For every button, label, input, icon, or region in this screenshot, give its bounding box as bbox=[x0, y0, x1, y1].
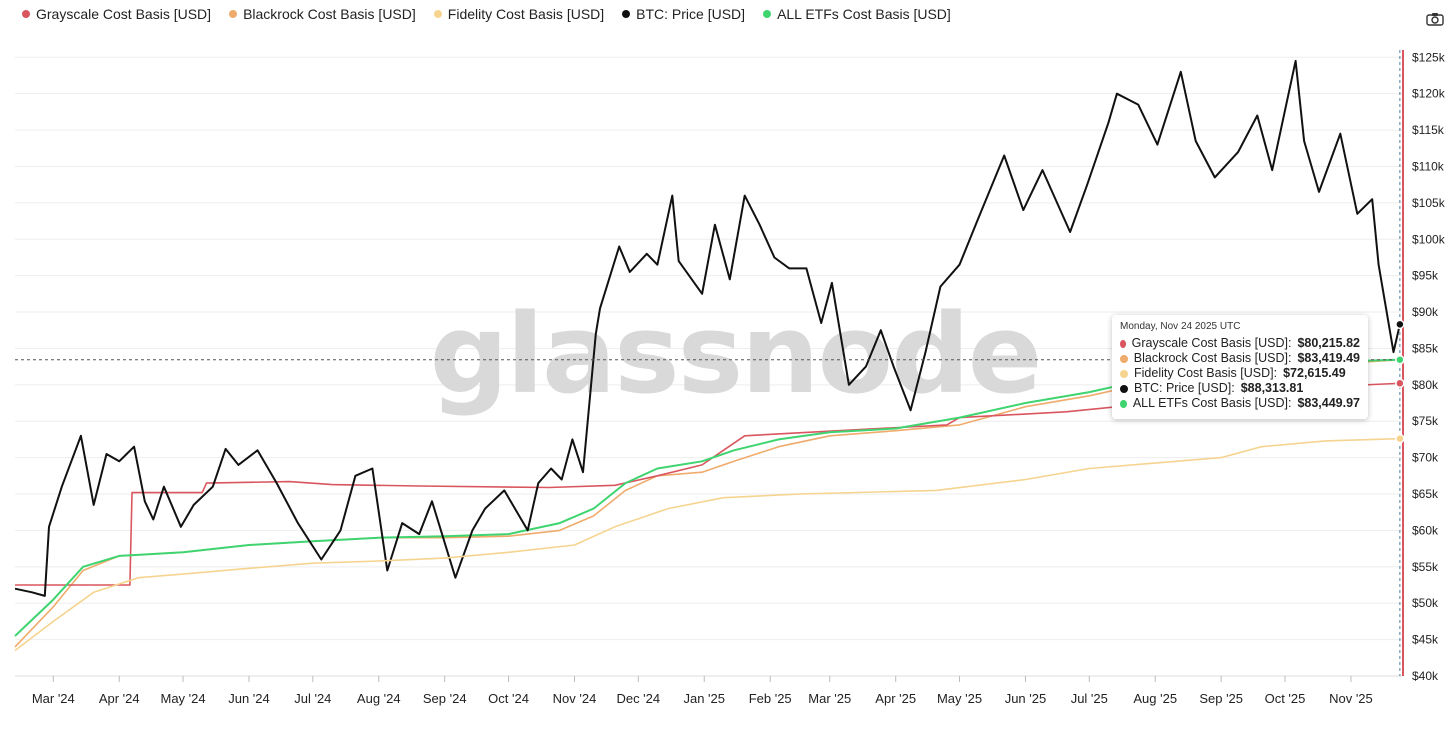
y-tick-label: $70k bbox=[1412, 451, 1439, 465]
y-tick-label: $100k bbox=[1412, 232, 1446, 246]
tooltip-dot bbox=[1120, 399, 1127, 408]
series-line-1 bbox=[15, 382, 1400, 586]
tooltip-value: $83,419.49 bbox=[1297, 351, 1360, 365]
y-tick-label: $75k bbox=[1412, 414, 1439, 428]
x-tick-label: Apr '24 bbox=[99, 691, 140, 706]
hover-tooltip: Monday, Nov 24 2025 UTC Grayscale Cost B… bbox=[1112, 315, 1368, 419]
x-tick-label: Sep '25 bbox=[1199, 691, 1243, 706]
y-tick-label: $125k bbox=[1412, 50, 1446, 64]
y-tick-label: $65k bbox=[1412, 487, 1439, 501]
tooltip-row-blackrock: Blackrock Cost Basis [USD]: $83,419.49 bbox=[1120, 351, 1360, 366]
tooltip-dot bbox=[1120, 339, 1126, 348]
tooltip-dot bbox=[1120, 369, 1128, 378]
legend-label: Grayscale Cost Basis [USD] bbox=[36, 6, 212, 22]
end-marker-0 bbox=[1395, 319, 1405, 330]
legend-item-fidelity[interactable]: Fidelity Cost Basis [USD] bbox=[433, 6, 605, 22]
legend-dot bbox=[22, 10, 30, 18]
tooltip-row-grayscale: Grayscale Cost Basis [USD]: $80,215.82 bbox=[1120, 336, 1360, 351]
grid-lines bbox=[15, 56, 1402, 677]
tooltip-row-all-etfs: ALL ETFs Cost Basis [USD]: $83,449.97 bbox=[1120, 396, 1360, 411]
watermark: glassnode bbox=[430, 290, 1041, 418]
x-tick-label: Jun '24 bbox=[228, 691, 270, 706]
y-tick-label: $85k bbox=[1412, 341, 1439, 355]
end-marker-4 bbox=[1395, 354, 1405, 365]
legend-item-btc-price[interactable]: BTC: Price [USD] bbox=[622, 6, 745, 22]
legend-dot bbox=[763, 10, 772, 18]
y-tick-label: $110k bbox=[1412, 159, 1445, 173]
series-line-3 bbox=[14, 437, 1400, 652]
y-tick-label: $60k bbox=[1412, 523, 1439, 537]
legend-item-grayscale[interactable]: Grayscale Cost Basis [USD] bbox=[22, 6, 211, 22]
tooltip-dot bbox=[1120, 384, 1128, 393]
y-tick-label: $55k bbox=[1412, 560, 1439, 574]
y-tick-label: $45k bbox=[1412, 633, 1439, 647]
y-tick-label: $105k bbox=[1412, 196, 1446, 210]
end-marker-3 bbox=[1395, 433, 1405, 444]
y-tick-label: $40k bbox=[1412, 669, 1439, 683]
y-axis: $40k $45k $50k $55k $60k $65k $70k $75k $80k $85k… bbox=[1412, 50, 1446, 683]
tooltip-value: $80,215.82 bbox=[1297, 336, 1360, 350]
y-tick-label: $120k bbox=[1412, 87, 1446, 101]
legend-label: Fidelity Cost Basis [USD] bbox=[447, 6, 605, 22]
x-tick-label: Oct '25 bbox=[1265, 691, 1306, 706]
x-tick-label: May '24 bbox=[160, 691, 205, 706]
x-tick-label: Feb '25 bbox=[749, 691, 792, 706]
x-tick-label: Aug '24 bbox=[357, 691, 401, 706]
tooltip-dot bbox=[1120, 354, 1128, 363]
x-tick-label: Jun '25 bbox=[1005, 691, 1047, 706]
legend-dot bbox=[229, 10, 238, 18]
tooltip-label: Grayscale Cost Basis [USD]: bbox=[1131, 336, 1292, 350]
x-tick-label: Oct '24 bbox=[488, 691, 529, 706]
hover-markers bbox=[1395, 319, 1405, 444]
tooltip-value: $88,313.81 bbox=[1240, 381, 1304, 395]
x-tick-label: Dec '24 bbox=[616, 691, 660, 706]
x-tick-label: Nov '24 bbox=[553, 691, 597, 706]
x-tick-label: Jul '25 bbox=[1071, 691, 1108, 706]
x-tick-label: Jan '25 bbox=[683, 691, 725, 706]
x-tick-label: May '25 bbox=[937, 691, 982, 706]
chart-legend: Grayscale Cost Basis [USD] Blackrock Cos… bbox=[22, 6, 951, 22]
legend-dot bbox=[622, 10, 631, 18]
y-tick-label: $50k bbox=[1412, 596, 1439, 610]
y-tick-label: $80k bbox=[1412, 378, 1439, 392]
x-tick-label: Sep '24 bbox=[423, 691, 467, 706]
tooltip-label: ALL ETFs Cost Basis [USD]: bbox=[1132, 396, 1292, 410]
x-axis: Mar '24 Apr '24 May '24 Jun '24 Jul '24 Aug '… bbox=[32, 676, 1373, 706]
x-tick-label: Aug '25 bbox=[1133, 691, 1177, 706]
tooltip-label: Blackrock Cost Basis [USD]: bbox=[1133, 351, 1292, 365]
x-tick-label: Jul '24 bbox=[294, 691, 331, 706]
series-line-4 bbox=[14, 358, 1400, 637]
legend-label: ALL ETFs Cost Basis [USD] bbox=[777, 6, 951, 22]
series-lines bbox=[14, 59, 1401, 652]
y-tick-label: $90k bbox=[1412, 305, 1439, 319]
x-tick-label: Apr '25 bbox=[875, 691, 916, 706]
tooltip-row-fidelity: Fidelity Cost Basis [USD]: $72,615.49 bbox=[1120, 366, 1360, 381]
tooltip-label: BTC: Price [USD]: bbox=[1134, 381, 1235, 395]
tooltip-value: $83,449.97 bbox=[1297, 396, 1360, 410]
legend-label: Blackrock Cost Basis [USD] bbox=[243, 6, 416, 22]
series-line-0 bbox=[14, 59, 1401, 597]
legend-item-all-etfs[interactable]: ALL ETFs Cost Basis [USD] bbox=[763, 6, 951, 22]
legend-label: BTC: Price [USD] bbox=[636, 6, 746, 22]
legend-item-blackrock[interactable]: Blackrock Cost Basis [USD] bbox=[229, 6, 416, 22]
legend-dot bbox=[433, 10, 442, 18]
x-tick-label: Nov '25 bbox=[1329, 691, 1373, 706]
y-tick-label: $115k bbox=[1412, 123, 1445, 137]
tooltip-row-btc-price: BTC: Price [USD]: $88,313.81 bbox=[1120, 381, 1360, 396]
tooltip-value: $72,615.49 bbox=[1283, 366, 1346, 380]
y-tick-label: $95k bbox=[1412, 269, 1439, 283]
camera-icon[interactable] bbox=[1426, 12, 1444, 26]
tooltip-date: Monday, Nov 24 2025 UTC bbox=[1120, 321, 1241, 332]
x-tick-label: Mar '25 bbox=[808, 691, 851, 706]
tooltip-label: Fidelity Cost Basis [USD]: bbox=[1134, 366, 1278, 380]
x-tick-label: Mar '24 bbox=[32, 691, 75, 706]
end-marker-1 bbox=[1395, 378, 1405, 389]
